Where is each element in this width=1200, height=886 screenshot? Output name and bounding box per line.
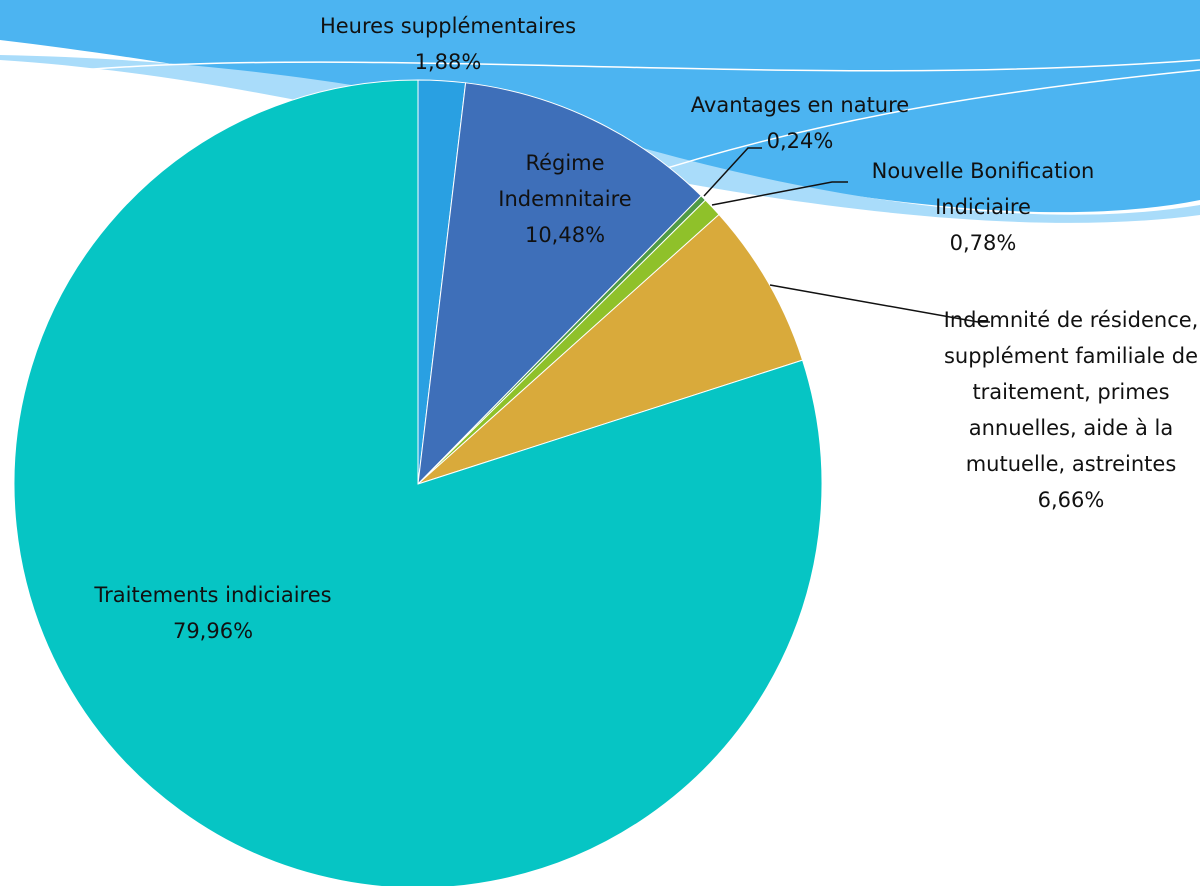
- value-label: 6,66%: [940, 482, 1200, 518]
- pie: [14, 80, 822, 886]
- value-label: 10,48%: [475, 217, 655, 253]
- category-label: Indemnité de résidence, supplément famil…: [940, 302, 1200, 482]
- value-label: 79,96%: [53, 613, 373, 649]
- category-label: Traitements indiciaires: [53, 577, 373, 613]
- category-label: Nouvelle Bonification Indiciaire: [843, 153, 1123, 225]
- page: {"chart_data": {"type": "pie", "categori…: [0, 0, 1200, 886]
- value-label: 0,78%: [843, 225, 1123, 261]
- category-label: Heures supplémentaires: [298, 8, 598, 44]
- data-label: Indemnité de résidence, supplément famil…: [940, 302, 1200, 518]
- value-label: 1,88%: [298, 44, 598, 80]
- category-label: Régime Indemnitaire: [475, 145, 655, 217]
- category-label: Avantages en nature: [650, 87, 950, 123]
